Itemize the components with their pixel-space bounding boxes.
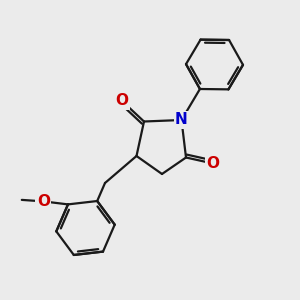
Text: N: N <box>175 112 188 128</box>
Text: O: O <box>37 194 50 209</box>
Text: O: O <box>206 156 220 171</box>
Text: O: O <box>115 93 128 108</box>
